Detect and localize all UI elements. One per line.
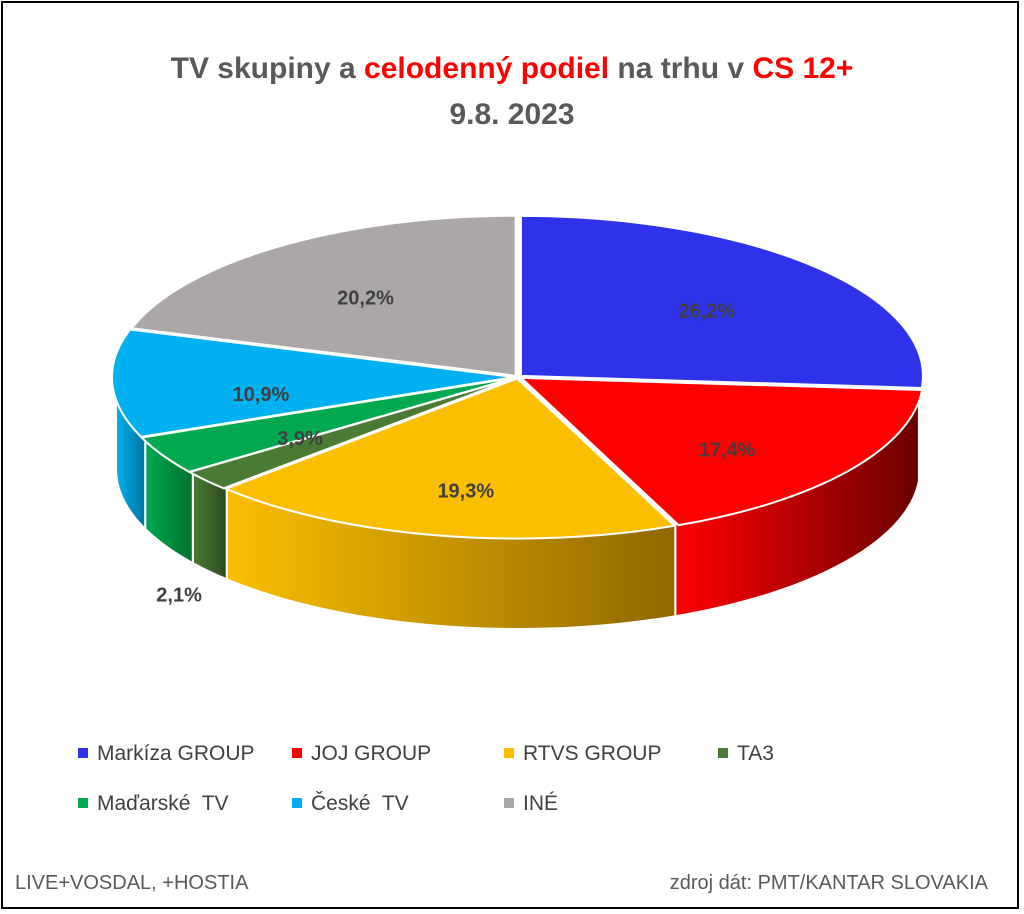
title-highlight-share: celodenný podiel — [364, 52, 610, 85]
data-label-3: 19,3% — [437, 480, 494, 502]
data-label-1: 26,2% — [678, 300, 735, 322]
data-label-7: 20,2% — [337, 288, 394, 310]
title-part2: na trhu v — [609, 52, 753, 85]
title-part1: TV skupiny a — [170, 52, 365, 85]
data-label-2: 17,4% — [699, 440, 756, 462]
data-label-6: 10,9% — [233, 384, 290, 406]
chart-date: 9.8. 2023 — [449, 98, 575, 131]
pie-slice-6 — [111, 328, 515, 438]
pie-labels: 26,2% 17,4% 19,3% 2,1% 3,9% 10,9% 20,2% — [156, 288, 755, 607]
title-highlight-target: CS 12+ — [752, 52, 854, 85]
data-label-4: 2,1% — [156, 584, 202, 606]
pie-slice-7 — [129, 214, 517, 377]
pie-slice-2 — [518, 376, 924, 527]
data-label-5: 3,9% — [277, 428, 323, 450]
pie-slice-1 — [519, 214, 924, 389]
pie-tops — [111, 214, 924, 540]
pie-slice-3 — [223, 377, 677, 540]
footer-source: zdroj dát: PMT/KANTAR SLOVAKIA — [669, 872, 988, 894]
footer-note: LIVE+VOSDAL, +HOSTIA — [15, 872, 249, 894]
chart-title: TV skupiny a celodenný podiel na trhu v … — [0, 52, 1024, 86]
